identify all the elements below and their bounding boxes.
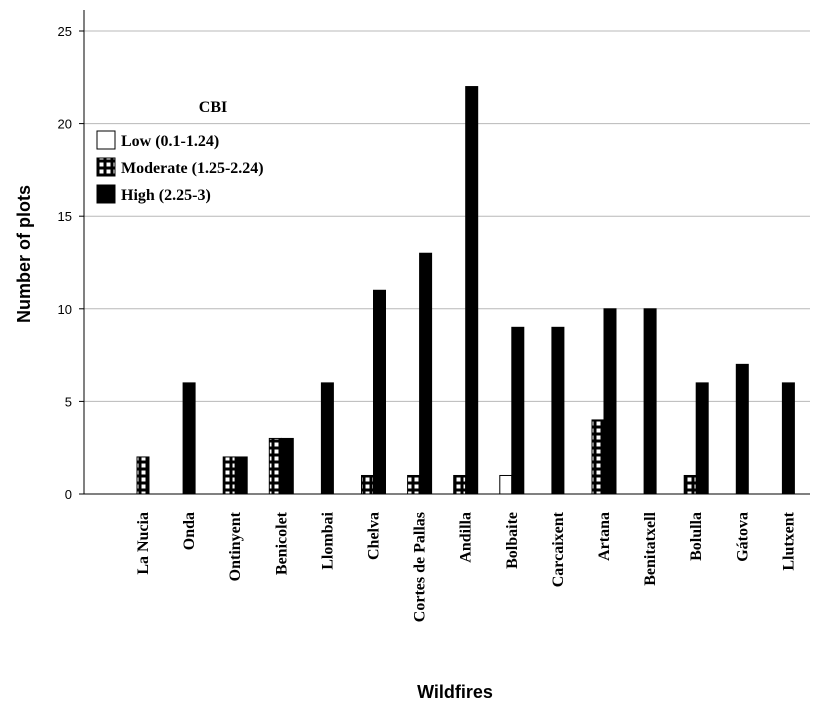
bar-black [280,437,294,495]
y-tick-label: 5 [65,394,72,409]
bar-black [781,382,795,495]
bar-black [735,363,749,495]
x-category-label: Ontinyent [227,511,244,581]
x-category-label: Andilla [458,512,475,563]
bar-checker [361,474,374,495]
bars [136,86,795,495]
legend: CBI Low (0.1-1.24) Moderate (1.25-2.24) … [96,99,264,204]
bar-checker [268,437,282,495]
bar-black [603,308,617,495]
bar-checker [136,456,150,495]
legend-label-high: High (2.25-3) [121,187,211,204]
x-category-label: Benitatxell [642,511,659,585]
bar-checker [407,474,421,495]
bar-checker [683,474,697,495]
bar-black [643,308,657,495]
y-axis-title: Number of plots [14,185,34,323]
x-category-label: Cortes de Pallas [412,512,429,622]
x-axis-title: Wildfires [417,682,493,702]
bar-checker [222,456,236,495]
bar-black [511,326,525,495]
x-category-label: Bolulla [688,512,705,561]
legend-swatch-high [96,184,116,204]
x-category-label: La Nucia [135,512,152,575]
y-tick-label: 0 [65,487,72,502]
bar-black [551,326,565,495]
x-category-label: Llombai [319,511,336,569]
bar-black [373,289,386,495]
bar-checker [453,474,467,495]
x-category-label: Carcaixent [550,511,567,587]
y-tick-label: 10 [58,302,72,317]
bar-white [499,474,513,495]
legend-swatch-moderate [96,157,116,177]
bar-black [695,382,709,495]
x-category-label: Benicolet [273,511,290,575]
x-category-label: Gátova [734,512,751,562]
bar-black [419,252,433,495]
x-category-labels: La Nucia Onda Ontinyent Benicolet Llombai Che… [135,511,797,622]
legend-label-low: Low (0.1-1.24) [121,133,219,150]
bar-checker [591,419,605,495]
x-category-label: Artana [596,512,613,561]
x-category-label: Llutxent [780,511,797,570]
bar-black [182,382,196,495]
bar-black [234,456,248,495]
y-tick-label: 20 [58,117,72,132]
bar-black [465,86,479,495]
x-category-label: Onda [181,512,198,550]
y-tick-label: 25 [58,24,72,39]
gridlines [84,30,810,402]
legend-title: CBI [199,99,227,116]
y-ticks: 0 5 10 15 20 25 [58,24,84,502]
x-category-label: Bolbaite [504,512,521,569]
bar-black [320,382,334,495]
axes [83,10,810,495]
y-tick-label: 15 [58,209,72,224]
legend-swatch-low [96,130,116,150]
x-category-label: Chelva [366,512,383,560]
legend-label-moderate: Moderate (1.25-2.24) [121,160,264,177]
